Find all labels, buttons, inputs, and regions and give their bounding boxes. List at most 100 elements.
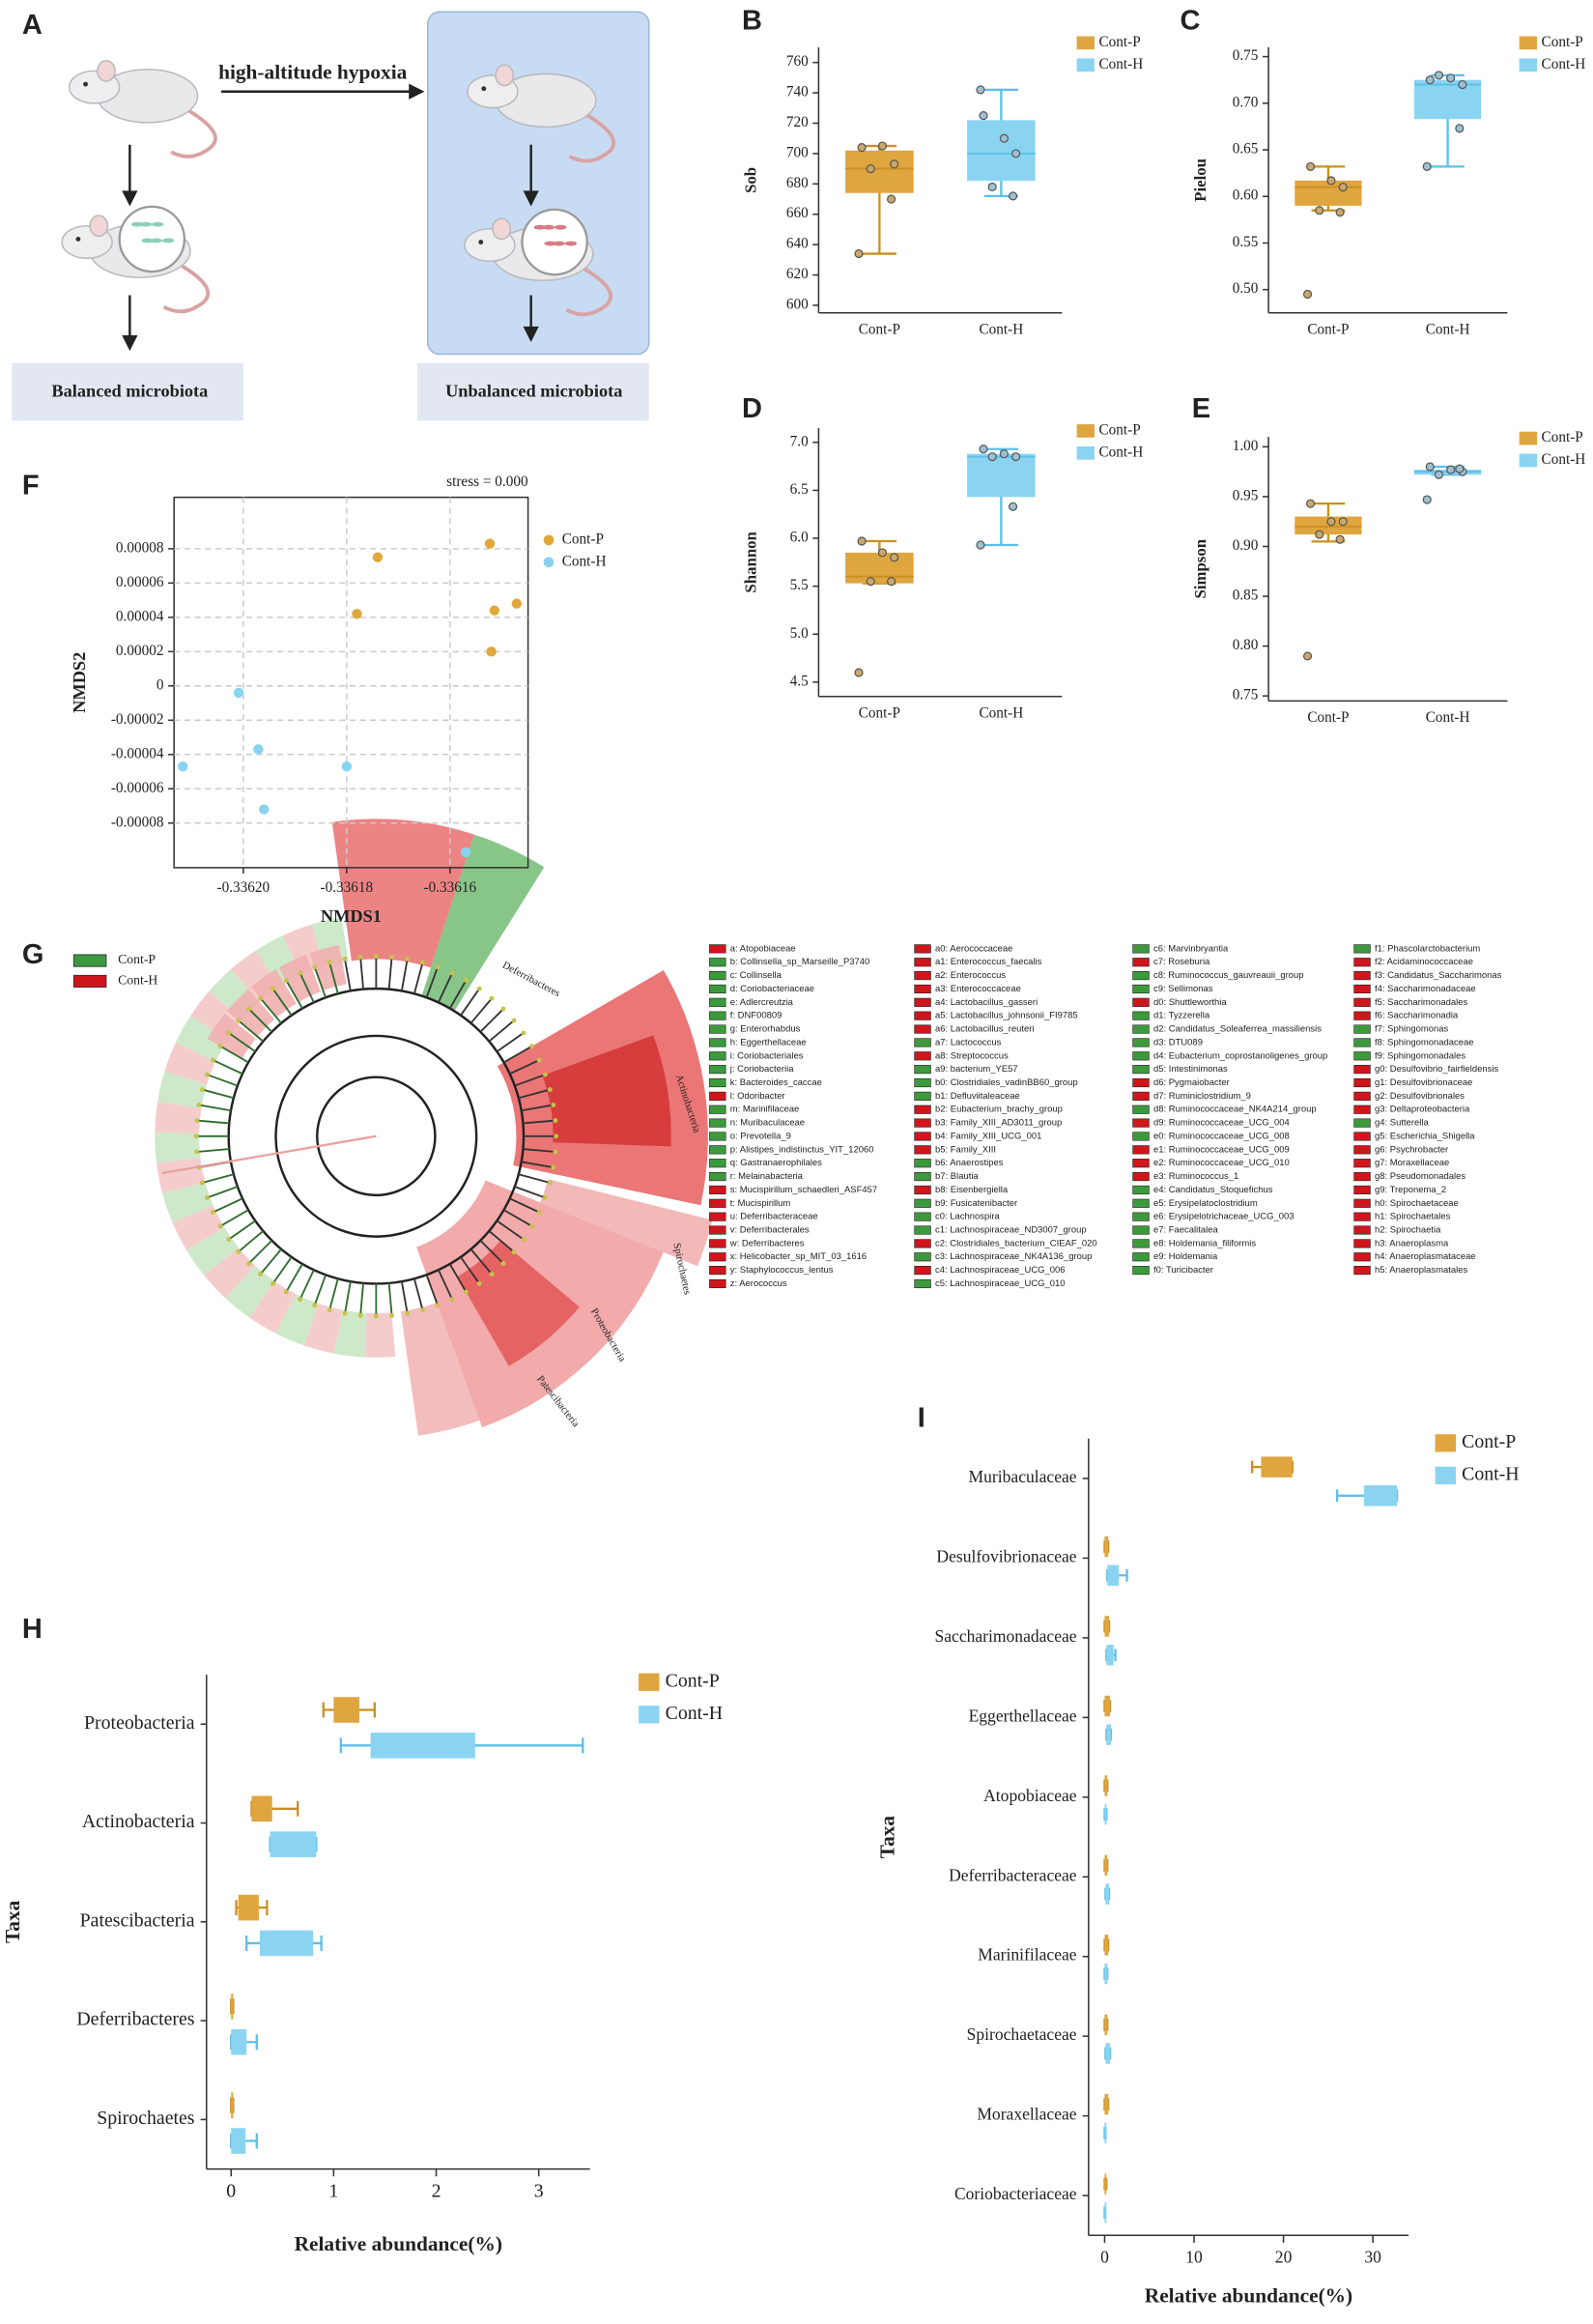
box [333, 1697, 359, 1723]
clade-branch [196, 1148, 230, 1153]
item-label: f9: Sphingomonadales [1375, 1050, 1465, 1061]
item-label: g0: Desulfovibrio_fairfieldensis [1375, 1064, 1498, 1075]
clade-branch [523, 1148, 555, 1153]
item-label: e8: Holdemania_filiformis [1153, 1238, 1256, 1248]
item-swatch [1353, 1105, 1371, 1114]
clade-branch [247, 1008, 273, 1033]
panel-letter: D [742, 393, 762, 424]
item-swatch [1353, 984, 1371, 994]
box [1294, 180, 1362, 206]
item-swatch [1132, 1171, 1150, 1182]
y-axis-label: Sob [742, 167, 760, 193]
right-box-label: Unbalanced microbiota [445, 381, 622, 400]
clade-node [211, 1057, 215, 1063]
item-label: f5: Saccharimonadales [1375, 997, 1467, 1008]
clade-branch [328, 961, 339, 994]
y-tick-label: 600 [786, 296, 809, 312]
item-label: e4: Candidatus_Stoquefichus [1153, 1185, 1273, 1195]
clade-branch [518, 1088, 551, 1100]
box [1107, 1564, 1120, 1586]
y-tick-label: 5.0 [790, 625, 809, 642]
item-swatch [1353, 971, 1371, 981]
box [238, 1894, 259, 1921]
clade-sector [275, 1294, 319, 1346]
clade-branch [479, 1008, 504, 1033]
y-tick-label: 680 [786, 175, 809, 191]
microbe [130, 221, 144, 227]
y-tick-label: Eggerthellaceae [969, 1706, 1077, 1725]
box [1104, 2094, 1109, 2115]
data-point [877, 141, 888, 151]
item-swatch [709, 1212, 726, 1221]
data-point [1302, 289, 1313, 300]
item-label: f4: Saccharimonadaceae [1375, 984, 1476, 994]
clade-node [258, 995, 264, 1001]
legend-label: Cont-H [1462, 1464, 1520, 1485]
box [370, 1733, 475, 1759]
y-tick-label: 660 [786, 205, 809, 221]
item-label: f6: Saccharimonadia [1375, 1011, 1459, 1021]
item-swatch [709, 971, 726, 981]
box [251, 1795, 272, 1822]
legend-label: Cont-P [118, 952, 156, 966]
legend-label: Cont-H [1099, 56, 1144, 72]
clade-sector [175, 1016, 228, 1062]
data-point [460, 846, 471, 858]
item-label: y: Staphylococcus_lentus [730, 1265, 834, 1276]
clade-branch [496, 1219, 525, 1241]
item-label: g2: Desulfovibrionales [1375, 1091, 1465, 1102]
y-axis-label: Taxa [876, 1816, 899, 1859]
microbe [141, 238, 154, 244]
item-label: v: Deferribacterales [730, 1225, 810, 1236]
item-swatch [1132, 1266, 1150, 1276]
item-swatch [914, 1038, 931, 1047]
item-swatch [914, 1266, 931, 1276]
item-label: k: Bacteroides_caccae [730, 1077, 822, 1088]
clade-branch [412, 961, 424, 994]
clade-sector [155, 1132, 201, 1163]
item-label: e2: Ruminococcaceae_UCG_010 [1153, 1158, 1290, 1168]
legend-label: Cont-P [1542, 429, 1583, 445]
box [967, 453, 1036, 498]
item-swatch [1132, 958, 1150, 967]
item-label: e7: Faecalitalea [1153, 1225, 1218, 1236]
item-swatch [1132, 1225, 1150, 1235]
item-label: c9: Sellimonas [1153, 984, 1213, 994]
item-label: d2: Candidatus_Soleaferrea_massiliensis [1153, 1024, 1322, 1035]
clade-branch [509, 1059, 540, 1076]
item-swatch [1132, 944, 1150, 954]
item-swatch [914, 984, 931, 994]
clade-branch [196, 1119, 230, 1125]
clade-node [521, 1030, 526, 1036]
chart: 0.75 0.80 0.85 0.90 0.95 1.00 Simpson Cont-P Con… [1191, 429, 1585, 726]
y-tick-label: Deferribacteres [76, 2009, 194, 2030]
item-swatch [914, 1065, 931, 1075]
item-label: n: Muribaculaceae [730, 1118, 805, 1129]
item-swatch [1132, 1038, 1150, 1047]
item-label: a: Atopobiaceae [730, 943, 796, 954]
clade-node [193, 1133, 199, 1139]
annotation: stress = 0.000 [446, 473, 528, 490]
item-label: t: Mucispirillum [730, 1198, 791, 1209]
clade-node [312, 964, 318, 970]
item-label: f: DNF00809 [730, 1011, 782, 1021]
mouse-tail [565, 267, 612, 317]
panel-letters: A B C D E F G H I [22, 6, 1210, 1645]
item-label: g3: Deltaproteobacteria [1375, 1105, 1470, 1115]
clade-sector [225, 1265, 275, 1318]
box [845, 552, 914, 584]
item-swatch [1132, 1065, 1150, 1075]
item-label: b4: Family_XIII_UCG_001 [935, 1131, 1041, 1141]
clade-node [312, 1303, 318, 1308]
item-label: d6: Pygmaiobacter [1153, 1077, 1230, 1088]
clade-branch [521, 1104, 554, 1112]
data-point [1425, 462, 1435, 472]
y-tick-label: 1.00 [1233, 438, 1259, 454]
microbe [544, 241, 556, 246]
box [1413, 79, 1482, 120]
hypoxia-background [427, 11, 650, 356]
item-label: s: Mucispirillum_schaedleri_ASF457 [730, 1185, 877, 1195]
x-tick-label: Cont-H [1426, 322, 1470, 338]
box [1104, 1803, 1107, 1825]
data-point [1458, 79, 1467, 90]
